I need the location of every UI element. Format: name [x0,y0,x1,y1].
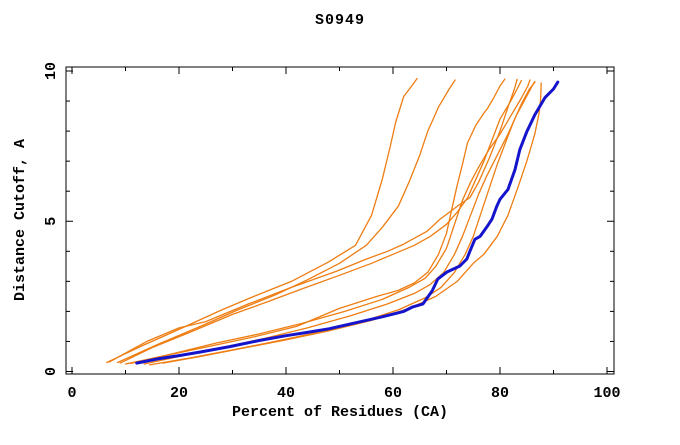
series-line-model_5 [124,78,506,365]
tick-labels: 0 20 40 60 80 100 0 5 10 [43,62,621,402]
chart-title: S0949 [315,12,365,29]
series-line-model_8_low [148,81,536,366]
x-tick-label: 80 [491,385,509,402]
y-tick-label: 10 [43,62,60,80]
y-tick-label: 0 [43,367,60,376]
x-axis-label: Percent of Residues (CA) [232,404,448,421]
series-line-model_6 [130,79,531,365]
series-line-highlighted_model_blue [135,80,560,365]
y-axis-label: Distance Cutoff, A [12,139,29,301]
series-line-model_2 [116,79,456,364]
series-line-model_4_high [119,79,523,364]
plot-frame [65,66,615,375]
x-tick-label: 60 [384,385,402,402]
y-tick-label: 5 [43,217,60,226]
series-lines [106,77,560,366]
x-tick-label: 0 [67,385,76,402]
series-line-model_1_early_steep [106,77,418,364]
x-tick-label: 100 [593,385,620,402]
series-line-model_9_late [162,82,542,364]
x-tick-label: 40 [277,385,295,402]
x-tick-label: 20 [170,385,188,402]
